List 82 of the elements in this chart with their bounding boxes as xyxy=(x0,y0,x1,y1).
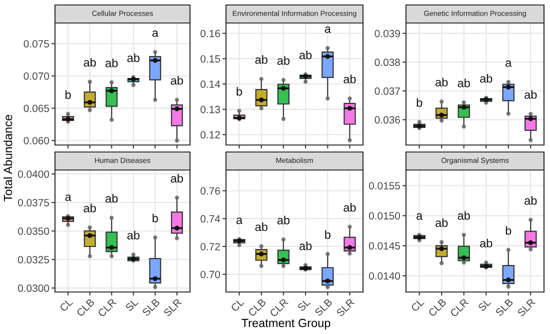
annotation: ab xyxy=(436,78,448,86)
annotation: a xyxy=(65,194,72,202)
annotation: ab xyxy=(170,174,184,183)
y-axis-title: Total Abundance xyxy=(4,114,12,202)
y-tick-label: 0.0150 xyxy=(368,212,400,220)
y-tick-label: 0.060 xyxy=(24,136,50,144)
annotation: ab xyxy=(480,74,492,83)
annotation: a xyxy=(324,26,331,33)
x-tick-label: SLB xyxy=(142,298,160,317)
y-tick-label: 0.0145 xyxy=(368,242,400,250)
y-tick-label: 0.12 xyxy=(200,131,220,138)
y-tick-label: 0.036 xyxy=(374,116,400,124)
x-tick-label: CLR xyxy=(269,298,289,318)
y-tick-label: 0.74 xyxy=(200,215,220,222)
annotation: b xyxy=(66,90,71,99)
y-tick-label: 0.039 xyxy=(374,30,400,38)
annotation: b xyxy=(506,226,512,235)
annotation: ab xyxy=(106,194,118,203)
y-tick-label: 0.0155 xyxy=(368,182,400,190)
annotation: ab xyxy=(277,216,290,224)
annotation: ab xyxy=(299,50,312,60)
x-tick-label: SLB xyxy=(314,298,333,317)
y-tick-label: 0.038 xyxy=(374,58,400,66)
x-tick-label: SL xyxy=(124,298,139,312)
y-tick-label: 0.15 xyxy=(200,55,220,63)
annotation: ab xyxy=(480,238,492,248)
annotation: ab xyxy=(344,203,356,212)
annotation: ab xyxy=(458,78,470,88)
x-tick-label: SLR xyxy=(336,298,355,317)
y-tick-label: 0.070 xyxy=(24,72,50,80)
y-tick-label: 0.0350 xyxy=(18,228,50,235)
annotation: ab xyxy=(255,55,268,64)
y-tick-label: 0.14 xyxy=(200,80,220,88)
x-tick-label: CLR xyxy=(97,298,117,318)
x-tick-label: CL xyxy=(230,298,244,312)
annotation: ab xyxy=(106,58,118,68)
annotation: ab xyxy=(84,204,96,212)
y-tick-label: 0.0375 xyxy=(18,198,50,206)
x-tick-label: CL xyxy=(410,298,425,312)
annotation: ab xyxy=(524,196,537,205)
annotation: b xyxy=(325,230,330,239)
x-tick-label: CLB xyxy=(76,298,95,317)
y-tick-label: 0.0140 xyxy=(368,272,400,280)
y-tick-label: 0.13 xyxy=(200,106,220,114)
y-tick-label: 0.0325 xyxy=(18,256,50,264)
x-tick-label: CL xyxy=(59,298,74,312)
y-tick-label: 0.76 xyxy=(200,187,220,195)
x-tick-label: SL xyxy=(478,298,492,312)
annotation: ab xyxy=(170,76,184,85)
y-tick-label: 0.70 xyxy=(200,270,220,278)
annotation: ab xyxy=(277,56,290,65)
annotation: b xyxy=(236,87,242,96)
x-tick-label: CLR xyxy=(450,298,469,318)
x-axis-title: Treatment Group xyxy=(242,318,330,330)
x-tick-label: SLR xyxy=(516,298,536,317)
y-tick-label: 0.0300 xyxy=(18,284,50,292)
annotation: ab xyxy=(299,241,312,250)
annotation: ab xyxy=(458,211,470,220)
x-tick-label: CLB xyxy=(428,298,447,317)
annotation: a xyxy=(152,30,158,37)
annotation: b xyxy=(416,98,422,107)
y-tick-label: 0.72 xyxy=(200,242,220,250)
annotation: ab xyxy=(436,218,448,227)
x-tick-label: SLB xyxy=(494,298,514,317)
y-tick-label: 0.0400 xyxy=(18,170,50,178)
x-tick-label: CLB xyxy=(248,298,266,317)
annotation: a xyxy=(416,213,423,220)
y-tick-label: 0.037 xyxy=(374,87,400,95)
annotation: ab xyxy=(344,74,356,84)
x-tick-label: SLR xyxy=(163,298,182,317)
annotation: ab xyxy=(84,58,96,67)
y-tick-label: 0.075 xyxy=(24,40,50,48)
annotation: ab xyxy=(127,53,140,62)
annotation: b xyxy=(152,214,158,222)
annotation: ab xyxy=(524,90,537,99)
annotation: ab xyxy=(255,222,268,232)
annotation: a xyxy=(506,60,512,67)
annotation: ab xyxy=(127,230,140,240)
y-tick-label: 0.16 xyxy=(200,30,220,38)
annotation: a xyxy=(236,218,243,224)
x-tick-label: SL xyxy=(297,298,311,312)
y-tick-label: 0.065 xyxy=(24,104,50,112)
